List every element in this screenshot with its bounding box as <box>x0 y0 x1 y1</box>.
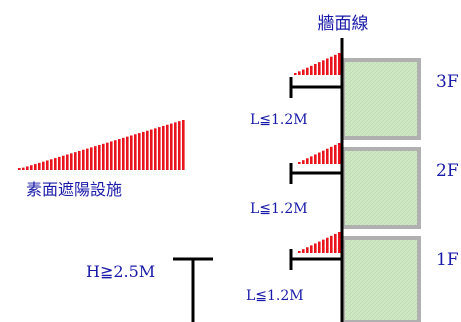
shade-stripe <box>326 237 329 253</box>
shade-stripe <box>42 161 45 170</box>
shade-stripe <box>322 150 325 164</box>
shade-stripe <box>158 127 161 170</box>
overhang-bracket-1f <box>289 249 342 270</box>
shade-stripe <box>118 139 121 170</box>
shade-stripe <box>126 136 129 170</box>
shade-stripe <box>58 156 61 170</box>
shade-stripe <box>162 125 165 170</box>
floor-label-1f: 1F <box>436 250 459 270</box>
height-indicator <box>173 257 213 322</box>
shade-stripe <box>66 154 69 170</box>
shade-stripe <box>302 69 305 75</box>
shade-stripe <box>310 245 313 253</box>
shade-stripe <box>318 62 321 75</box>
shade-stripe <box>178 121 181 170</box>
shade-stripe <box>26 166 29 170</box>
shade-wedge-1f <box>298 232 341 253</box>
floor-1f-panel <box>341 236 421 322</box>
shade-stripe <box>142 131 145 170</box>
shade-stripe <box>86 148 89 170</box>
overhang-label-2f: L≦1.2M <box>250 201 308 217</box>
shade-stripe <box>106 142 109 170</box>
shade-stripe <box>34 164 37 170</box>
overhang-bracket-3f <box>289 77 342 98</box>
wall-line-label: 牆面線 <box>318 14 369 34</box>
shade-stripe <box>338 53 341 75</box>
shade-stripe <box>314 243 317 253</box>
shade-stripe <box>330 56 333 75</box>
shade-stripe <box>90 147 93 170</box>
shade-stripe <box>338 232 341 253</box>
shade-stripe <box>98 145 101 170</box>
shade-stripe <box>334 144 337 164</box>
shade-stripe <box>298 162 301 164</box>
shade-stripe <box>166 124 169 170</box>
floor-3f-panel <box>341 58 421 140</box>
overhang-label-3f: L≦1.2M <box>250 112 308 128</box>
shade-wedge-3f <box>294 53 341 75</box>
shade-stripe <box>74 152 77 170</box>
shade-stripe <box>314 154 317 164</box>
shade-stripe <box>122 137 125 170</box>
shade-stripe <box>306 67 309 75</box>
shade-stripe <box>50 159 53 170</box>
legend-label: 素面遮陽設施 <box>26 180 122 199</box>
shade-stripe <box>130 135 133 170</box>
shade-stripe <box>62 155 65 170</box>
shade-stripe <box>338 143 341 164</box>
shade-stripe <box>22 167 25 170</box>
shade-stripe <box>78 150 81 170</box>
shade-stripe <box>326 148 329 164</box>
shade-stripe <box>302 160 305 164</box>
shade-stripe <box>18 168 21 170</box>
shade-stripe <box>154 128 157 170</box>
shade-stripe <box>330 146 333 164</box>
shade-stripe <box>310 156 313 164</box>
shade-stripe <box>70 153 73 170</box>
height-label: H≧2.5M <box>86 262 155 281</box>
shade-stripe <box>322 60 325 75</box>
shade-stripe <box>134 134 137 170</box>
shade-stripe <box>294 73 297 75</box>
overhang-bracket-2f <box>289 163 342 184</box>
shade-wedge-2f <box>298 143 341 164</box>
shade-stripe <box>298 71 301 75</box>
shade-stripe <box>322 239 325 253</box>
shade-stripe <box>298 251 301 253</box>
shade-stripe <box>182 120 185 170</box>
shade-stripe <box>54 158 57 170</box>
shade-stripe <box>38 162 41 170</box>
shade-stripe <box>306 247 309 253</box>
shade-stripe <box>150 129 153 170</box>
shade-stripe <box>46 160 49 170</box>
shade-stripe <box>314 64 317 75</box>
overhang-label-1f: L≦1.2M <box>246 288 304 304</box>
shade-stripe <box>170 123 173 170</box>
shade-stripe <box>102 143 105 170</box>
shade-stripe <box>30 165 33 170</box>
floor-label-2f: 2F <box>436 161 459 181</box>
shade-stripe <box>334 54 337 75</box>
floor-2f-panel <box>341 147 421 229</box>
shade-stripe <box>334 233 337 253</box>
shade-stripe <box>146 130 149 170</box>
shade-stripe <box>114 140 117 170</box>
shade-stripe <box>174 122 177 170</box>
shade-stripe <box>110 141 113 170</box>
shade-stripe <box>318 241 321 253</box>
shade-stripe <box>82 149 85 170</box>
shade-stripe <box>330 235 333 253</box>
legend-shade-swatch <box>18 120 185 170</box>
shade-stripe <box>94 146 97 170</box>
shade-stripe <box>302 249 305 253</box>
shade-stripe <box>310 65 313 75</box>
shade-stripe <box>318 152 321 164</box>
shade-stripe <box>138 133 141 170</box>
shade-stripe <box>326 58 329 75</box>
shade-stripe <box>306 158 309 164</box>
floor-label-3f: 3F <box>436 72 459 92</box>
